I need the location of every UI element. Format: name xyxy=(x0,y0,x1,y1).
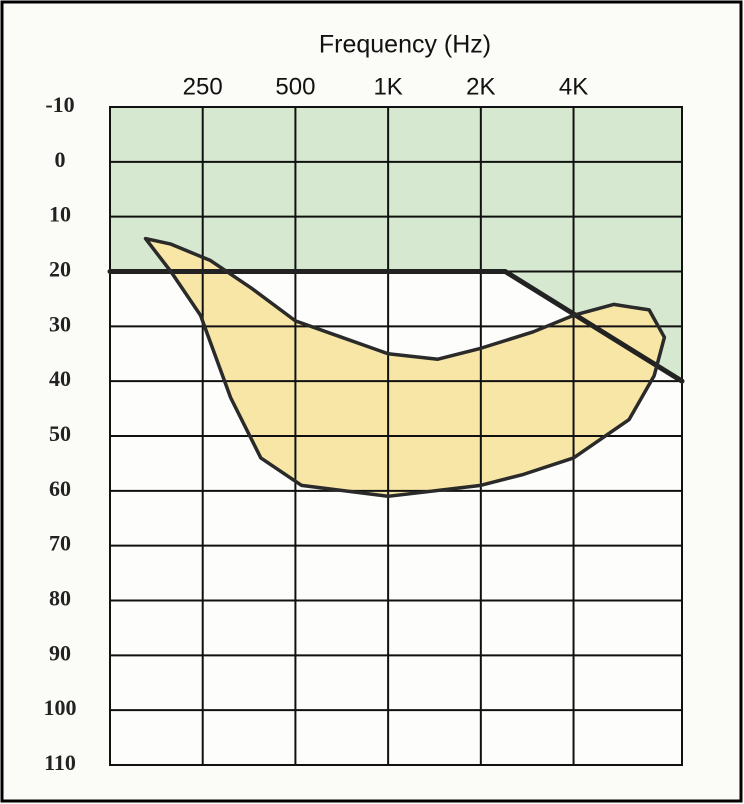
y-tick-label: 110 xyxy=(44,750,76,775)
y-tick-label: 80 xyxy=(49,586,71,611)
threshold-line xyxy=(107,269,685,384)
y-tick-label: 20 xyxy=(49,257,71,282)
y-tick-label: 50 xyxy=(49,421,71,446)
x-tick-label: 2K xyxy=(466,73,495,100)
y-tick-label: 60 xyxy=(49,476,71,501)
y-tick-label: 100 xyxy=(44,695,77,720)
x-axis-label: Frequency (Hz) xyxy=(319,31,491,59)
normal-range-fill xyxy=(110,107,682,382)
y-tick-label: 90 xyxy=(49,640,71,665)
y-tick-label: -10 xyxy=(45,92,74,117)
plot-border xyxy=(109,106,683,766)
speech-banana-outline xyxy=(143,236,667,499)
x-tick-label: 250 xyxy=(183,73,223,100)
x-tick-label: 4K xyxy=(559,73,588,100)
x-tick-label: 1K xyxy=(373,73,402,100)
y-tick-label: 30 xyxy=(49,311,71,336)
y-tick-label: 40 xyxy=(49,366,71,391)
y-tick-label: 0 xyxy=(55,147,66,172)
marks xyxy=(107,236,685,499)
x-tick-label: 500 xyxy=(275,73,315,100)
speech-banana-fill xyxy=(145,238,665,497)
y-tick-label: 70 xyxy=(49,531,71,556)
y-tick-label: 10 xyxy=(49,202,71,227)
